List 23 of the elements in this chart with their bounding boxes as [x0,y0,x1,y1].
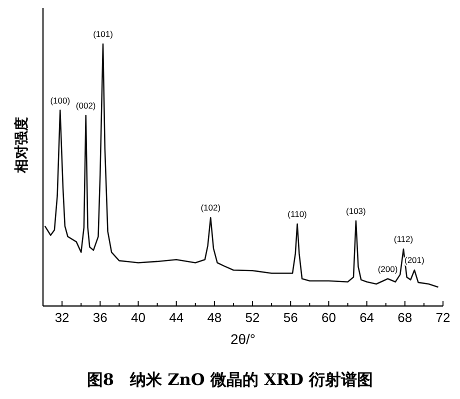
annotation: (110) [288,208,308,219]
annotation: (200) [378,264,398,274]
annotation: (101) [93,29,114,39]
annotation: (103) [346,206,366,216]
x-tick-label: 52 [245,310,260,325]
x-tick-label: 68 [398,310,412,325]
text: 图8 纳米 ZnO 微晶的 XRD 衍射谱图 [86,370,374,389]
x-axis-title: 2θ/° [230,331,256,347]
x-tick-label: 72 [436,310,450,325]
annotation: (100) [50,95,70,106]
x-tick-label: 64 [360,310,374,325]
annotation: (112) [394,234,414,244]
x-tick-label: 60 [321,310,336,325]
x-tick-label: 40 [131,310,146,325]
x-tick-label: 36 [92,310,108,325]
x-tick-label: 48 [207,310,222,325]
x-tick-label: 32 [54,310,70,325]
annotation: (002) [76,100,96,111]
annotation: (102) [200,202,221,213]
x-tick-label: 56 [283,310,298,325]
annotation: (201) [404,255,425,266]
x-tick-label: 44 [169,310,184,325]
y-axis-title: 相对强度 [13,117,30,174]
